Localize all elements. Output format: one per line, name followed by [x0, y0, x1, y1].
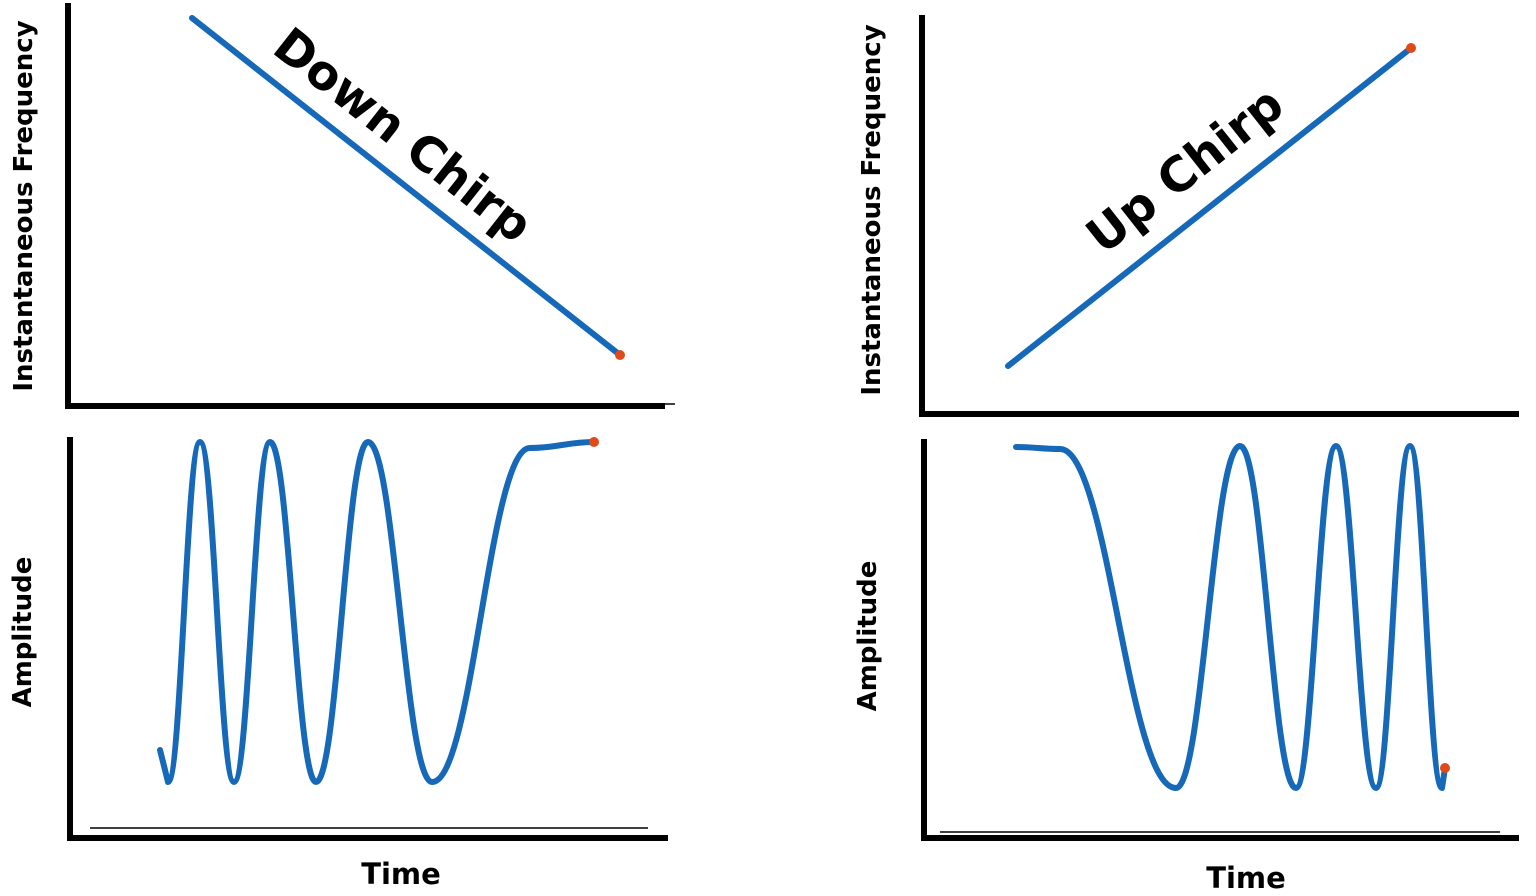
chirp-label: Up Chirp — [1076, 76, 1294, 265]
y-axis-label: Amplitude — [853, 561, 883, 712]
frequency-line — [189, 15, 623, 358]
amplitude-waveform — [1013, 443, 1448, 791]
x-axis-label: Time — [361, 857, 441, 891]
endpoint-marker — [1440, 763, 1450, 773]
amplitude-waveform — [157, 439, 597, 785]
x-axis-label: Time — [1206, 861, 1286, 895]
up-chirp-amplitude-panel: Amplitude Time — [853, 439, 1519, 895]
y-axis-label: Instantaneous Frequency — [857, 24, 887, 395]
down-chirp-frequency-panel: Instantaneous Frequency Down Chirp — [9, 3, 675, 409]
down-chirp-amplitude-panel: Amplitude Time — [8, 437, 668, 891]
y-axis-label: Instantaneous Frequency — [9, 20, 39, 391]
endpoint-marker — [1406, 43, 1416, 53]
chirp-label: Down Chirp — [263, 17, 543, 254]
endpoint-marker — [615, 350, 625, 360]
frequency-line — [1005, 45, 1414, 369]
up-chirp-frequency-panel: Instantaneous Frequency Up Chirp — [857, 15, 1519, 417]
endpoint-marker — [589, 437, 599, 447]
y-axis-label: Amplitude — [8, 557, 38, 708]
